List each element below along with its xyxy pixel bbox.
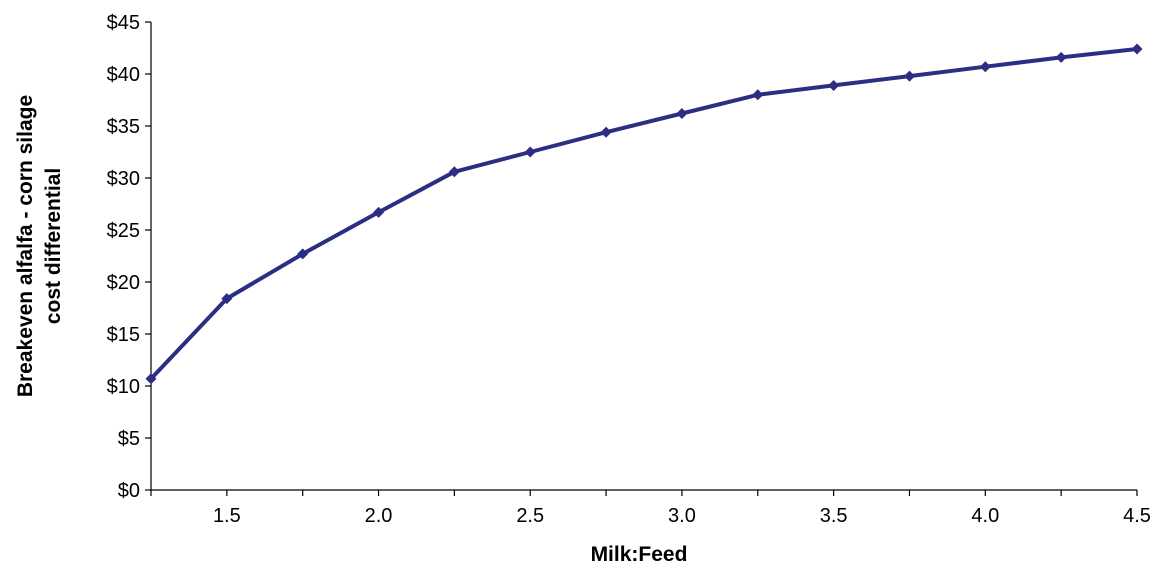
- data-point-marker: [145, 373, 157, 385]
- y-tick-label: $35: [107, 116, 140, 138]
- y-tick-label: $0: [118, 480, 140, 502]
- data-point-marker: [676, 108, 688, 120]
- y-tick-label: $45: [107, 12, 140, 34]
- data-point-marker: [903, 70, 915, 82]
- data-point-marker: [221, 293, 233, 305]
- data-point-marker: [828, 79, 840, 91]
- x-tick-label: 1.5: [213, 505, 241, 527]
- data-point-marker: [979, 61, 991, 73]
- data-point-marker: [1131, 43, 1143, 55]
- data-point-marker: [600, 126, 612, 138]
- y-axis-title-line: cost differential: [42, 168, 65, 324]
- y-axis-title: Breakeven alfalfa - corn silage cost diff…: [14, 95, 65, 397]
- x-tick-label: 4.5: [1123, 505, 1151, 527]
- y-tick-label: $15: [107, 324, 140, 346]
- data-point-marker: [373, 206, 385, 218]
- y-tick-label: $10: [107, 376, 140, 398]
- x-tick-label: 4.0: [971, 505, 999, 527]
- x-axis-title: Milk:Feed: [591, 543, 688, 566]
- data-point-marker: [297, 248, 309, 260]
- data-point-marker: [1055, 51, 1067, 63]
- y-tick-label: $5: [118, 428, 140, 450]
- y-tick-label: $40: [107, 64, 140, 86]
- data-point-marker: [448, 166, 460, 178]
- x-tick-label: 2.5: [516, 505, 544, 527]
- x-tick-label: 2.0: [365, 505, 393, 527]
- y-tick-label: $25: [107, 220, 140, 242]
- y-tick-label: $20: [107, 272, 140, 294]
- x-tick-label: 3.0: [668, 505, 696, 527]
- y-axis: $0 $5 $10 $15 $20 $25 $30 $35 $40 $45: [107, 12, 152, 502]
- series-line: [149, 47, 1138, 381]
- y-axis-title-line: Breakeven alfalfa - corn silage: [14, 95, 37, 397]
- x-axis: 1.5 2.0 2.5 3.0 3.5 4.0 4.5: [150, 489, 1151, 527]
- data-point-marker: [524, 146, 536, 158]
- data-point-marker: [752, 89, 764, 101]
- plot-area: [145, 43, 1143, 385]
- y-tick-label: $30: [107, 168, 140, 190]
- x-tick-label: 3.5: [820, 505, 848, 527]
